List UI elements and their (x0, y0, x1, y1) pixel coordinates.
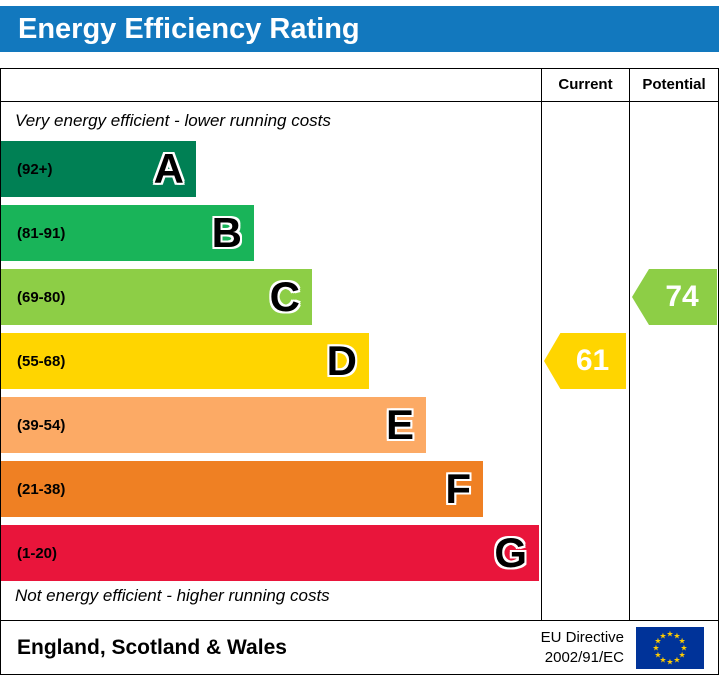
svg-text:★: ★ (673, 655, 680, 664)
band-letter: G (494, 529, 527, 576)
current-column-divider (541, 69, 542, 620)
svg-text:★: ★ (666, 629, 673, 638)
epc-band-e: (39-54) E (1, 397, 426, 453)
band-letter: B (211, 209, 242, 256)
page-title: Energy Efficiency Rating (0, 6, 719, 52)
epc-band-g: (1-20) G (1, 525, 539, 581)
column-header-separator (1, 101, 718, 102)
current-column-header: Current (558, 76, 613, 93)
potential-column-header: Potential (642, 76, 706, 93)
svg-text:★: ★ (679, 636, 686, 645)
svg-text:★: ★ (659, 655, 666, 664)
band-range-label: (39-54) (17, 416, 66, 434)
band-range-label: (92+) (17, 160, 53, 178)
svg-text:★: ★ (659, 631, 666, 640)
current-rating-arrow: 61 (544, 333, 626, 389)
epc-band-b: (81-91) B (1, 205, 254, 261)
svg-text:★: ★ (666, 657, 673, 666)
inefficient-note: Not energy efficient - higher running co… (15, 586, 330, 605)
svg-text:★: ★ (680, 643, 687, 652)
eu-directive-line2: 2002/91/EC (544, 648, 624, 666)
band-range-label: (81-91) (17, 224, 66, 242)
band-letter: D (326, 337, 357, 384)
band-range-label: (55-68) (17, 352, 66, 370)
efficient-note: Very energy efficient - lower running co… (15, 111, 331, 130)
epc-band-c: (69-80) C (1, 269, 312, 325)
svg-text:★: ★ (654, 650, 661, 659)
eu-directive-line1: EU Directive (540, 629, 624, 646)
band-letter: C (269, 273, 300, 320)
potential-column-divider (629, 69, 630, 620)
eu-flag-icon: ★ ★★★★★★★★★★★ (636, 626, 704, 669)
band-range-label: (21-38) (17, 480, 66, 498)
band-range-label: (69-80) (17, 288, 66, 306)
band-range-label: (1-20) (17, 544, 58, 562)
epc-band-d: (55-68) D (1, 333, 369, 389)
svg-text:★: ★ (652, 643, 659, 652)
region-label: England, Scotland & Wales (17, 635, 287, 659)
epc-band-a: (92+) A (1, 141, 196, 197)
potential-rating-arrow: 74 (632, 269, 717, 325)
eu-directive-label: EU Directive 2002/91/EC (541, 628, 624, 667)
band-letter: E (385, 401, 414, 448)
band-letter: F (445, 465, 471, 512)
energy-efficiency-chart: Current Potential Very energy efficient … (0, 68, 719, 621)
svg-text:★: ★ (673, 631, 680, 640)
epc-band-f: (21-38) F (1, 461, 483, 517)
svg-text:★: ★ (679, 650, 686, 659)
band-letter: A (153, 145, 184, 192)
footer-bar: England, Scotland & Wales EU Directive 2… (0, 620, 719, 675)
svg-text:★: ★ (654, 636, 661, 645)
